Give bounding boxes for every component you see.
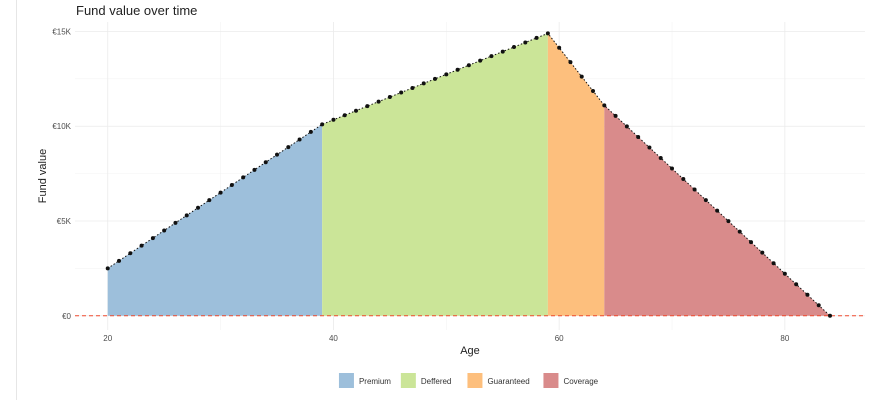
data-point <box>331 117 336 122</box>
data-point <box>241 175 246 180</box>
data-point <box>342 113 347 118</box>
y-tick-label: €10K <box>52 122 71 131</box>
data-point <box>444 72 449 77</box>
data-point <box>128 251 133 256</box>
data-point <box>805 292 810 297</box>
data-point <box>399 90 404 95</box>
data-point <box>207 198 212 203</box>
data-point <box>252 167 257 172</box>
data-point <box>624 124 629 129</box>
data-point <box>726 219 731 224</box>
data-point <box>466 63 471 68</box>
legend-swatch <box>400 373 416 388</box>
y-tick-label: €15K <box>52 27 71 36</box>
data-point <box>715 208 720 213</box>
data-point <box>602 103 607 108</box>
data-point <box>670 166 675 171</box>
data-point <box>275 152 280 157</box>
legend-label: Coverage <box>563 377 598 386</box>
data-point <box>173 220 178 225</box>
x-tick-label: 40 <box>329 334 338 343</box>
data-point <box>658 155 663 160</box>
data-point <box>523 40 528 45</box>
legend-label: Deffered <box>421 377 452 386</box>
area-deffered <box>322 33 548 316</box>
data-point <box>354 108 359 113</box>
data-point <box>184 213 189 218</box>
data-point <box>512 45 517 50</box>
data-point <box>410 85 415 90</box>
legend-item-coverage: Coverage <box>543 373 599 388</box>
x-tick-label: 80 <box>780 334 789 343</box>
legend: Premium Deffered Guaranteed Coverage <box>338 373 599 388</box>
data-point <box>749 240 754 245</box>
legend-swatch <box>467 373 483 388</box>
area-guaranteed <box>547 33 605 316</box>
data-point <box>489 54 494 59</box>
data-point <box>263 160 268 165</box>
data-point <box>591 88 596 93</box>
data-point <box>692 187 697 192</box>
data-point <box>218 190 223 195</box>
data-point <box>816 303 821 308</box>
data-point <box>196 205 201 210</box>
legend-swatch <box>543 373 559 388</box>
data-point <box>478 58 483 63</box>
data-point <box>534 35 539 40</box>
data-point <box>308 129 313 134</box>
legend-item-deffered: Deffered <box>400 373 452 388</box>
data-point <box>117 258 122 263</box>
x-tick-label: 60 <box>555 334 564 343</box>
data-point <box>105 266 110 271</box>
area-segments <box>107 33 831 316</box>
data-point <box>365 104 370 109</box>
data-point <box>579 74 584 79</box>
data-point <box>568 60 573 65</box>
data-point <box>782 271 787 276</box>
data-point <box>545 31 550 36</box>
legend-label: Premium <box>359 377 391 386</box>
data-point <box>150 236 155 241</box>
data-point <box>320 122 325 127</box>
data-point <box>387 95 392 100</box>
page-divider <box>16 0 17 400</box>
data-point <box>557 45 562 50</box>
data-point <box>828 313 833 318</box>
chart-title: Fund value over time <box>76 3 197 18</box>
legend-item-premium: Premium <box>338 373 391 388</box>
data-point <box>703 198 708 203</box>
y-tick-label: €0 <box>62 312 71 321</box>
data-point <box>297 137 302 142</box>
data-point <box>376 99 381 104</box>
x-tick-label: 20 <box>103 334 112 343</box>
y-axis-title: Fund value <box>37 149 49 203</box>
y-tick-label: €5K <box>57 217 72 226</box>
area-premium <box>107 124 323 316</box>
legend-label: Guaranteed <box>487 377 529 386</box>
legend-item-guaranteed: Guaranteed <box>467 373 530 388</box>
data-point <box>737 229 742 234</box>
data-point <box>139 243 144 248</box>
data-point <box>421 81 426 86</box>
data-point <box>613 113 618 118</box>
data-point <box>286 145 291 150</box>
data-point <box>771 261 776 266</box>
x-axis-ticks: 20 40 60 80 <box>103 334 790 343</box>
data-points <box>105 31 833 318</box>
data-point <box>647 145 652 150</box>
data-point <box>760 250 765 255</box>
data-point <box>681 177 686 182</box>
data-point <box>794 282 799 287</box>
legend-swatch <box>338 373 354 388</box>
data-point <box>162 228 167 233</box>
data-point <box>500 49 505 54</box>
x-axis-title: Age <box>460 345 480 357</box>
data-point <box>433 76 438 81</box>
data-point <box>229 183 234 188</box>
y-axis-ticks: €0 €5K €10K €15K <box>52 27 71 320</box>
data-point <box>636 134 641 139</box>
data-point <box>455 67 460 72</box>
